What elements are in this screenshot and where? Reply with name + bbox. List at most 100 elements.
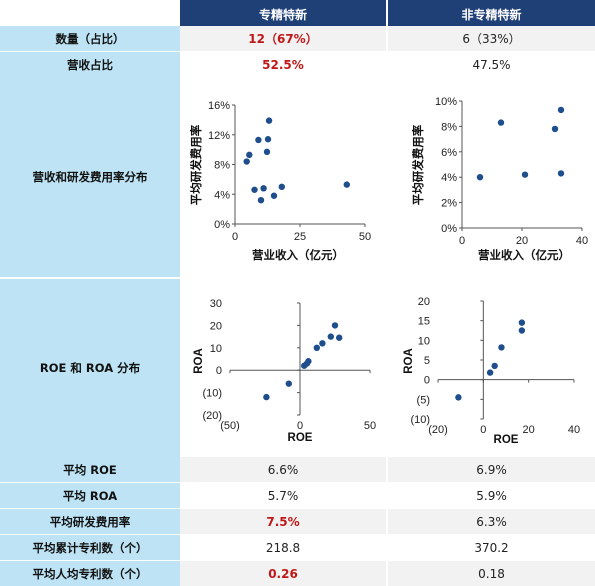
y-tick-label: 30 — [210, 298, 222, 310]
y-tick-label: 10 — [418, 335, 430, 347]
y-tick-label: 4% — [214, 189, 230, 201]
y-tick-label: (20) — [202, 410, 222, 422]
x-axis-title: ROE — [494, 434, 519, 446]
x-tick-label: 25 — [294, 231, 306, 243]
y-tick-label: (10) — [410, 414, 430, 426]
x-tick-label: 20 — [523, 424, 535, 436]
x-tick-label: 40 — [568, 424, 580, 436]
y-tick-label: 20 — [210, 320, 222, 332]
y-tick-label: 8% — [214, 160, 230, 172]
data-point — [260, 185, 267, 192]
chart-cell-rd-spec: 0% 4% 8% 12% 16% 0 25 50 营业收入（亿元） 平均研发费用率 — [180, 77, 386, 277]
data-point — [263, 148, 271, 156]
data-point — [305, 358, 312, 365]
chart-cell-roe-spec: (20) (10) 0 10 20 30 (50) 0 50 ROE ROA — [180, 279, 386, 457]
scatter-chart-rd-nonspec: 0% 2% 4% 6% 8% 10% 0 20 40 营业收入（亿元） 平均研发费用率 — [411, 96, 588, 262]
x-tick-label: (20) — [428, 424, 448, 436]
y-tick-label: 0% — [441, 223, 457, 235]
header-spec: 专精特新 — [180, 0, 386, 28]
y-tick-label: 0% — [214, 219, 230, 231]
avg-patents-per-capita-nonspec: 0.18 — [388, 561, 595, 586]
row-label-avg-patents: 平均累计专利数（个） — [0, 535, 180, 560]
avg-roa-spec: 5.7% — [180, 483, 386, 508]
data-point — [243, 158, 250, 165]
scatter-chart-rd-spec: 0% 4% 8% 12% 16% 0 25 50 营业收入（亿元） 平均研发费用率 — [189, 100, 371, 262]
x-tick-label: 0 — [459, 235, 465, 247]
header-corner — [0, 0, 180, 28]
row-label-avg-roe: 平均 ROE — [0, 457, 180, 482]
avg-rd-spec: 7.5% — [180, 509, 386, 534]
avg-patents-per-capita-spec: 0.26 — [180, 561, 386, 586]
data-point — [265, 117, 273, 124]
data-point — [331, 322, 339, 329]
data-point — [257, 197, 265, 204]
row-label-avg-rd: 平均研发费用率 — [0, 509, 180, 534]
data-point — [486, 369, 494, 376]
y-tick-label: 8% — [441, 121, 457, 133]
y-tick-label: 15 — [418, 316, 430, 328]
y-tick-label: 12% — [208, 130, 230, 142]
data-point — [521, 171, 529, 178]
count-spec: 12（67%） — [180, 26, 386, 51]
x-tick-label: 0 — [480, 424, 486, 436]
row-label-revenue-share: 营收占比 — [0, 52, 180, 77]
y-tick-label: (10) — [202, 388, 222, 400]
row-label-rd-distribution: 营收和研发费用率分布 — [0, 77, 180, 277]
row-label-roe-roa-distribution: ROE 和 ROA 分布 — [0, 279, 180, 457]
data-point — [278, 183, 285, 191]
data-point — [557, 106, 565, 114]
data-point — [551, 125, 559, 133]
y-tick-label: 20 — [418, 296, 430, 308]
revenue-share-spec: 52.5% — [180, 52, 386, 77]
data-point — [327, 333, 334, 340]
y-axis-title: 平均研发费用率 — [411, 124, 425, 205]
data-point — [285, 380, 292, 387]
data-point — [336, 334, 343, 341]
data-point — [343, 181, 350, 188]
data-point — [518, 319, 526, 326]
y-axis-title: ROA — [193, 348, 205, 374]
data-point — [270, 192, 278, 199]
chart-cell-rd-nonspec: 0% 2% 4% 6% 8% 10% 0 20 40 营业收入（亿元） 平均研发费用率 — [388, 77, 595, 277]
avg-roa-nonspec: 5.9% — [388, 483, 595, 508]
row-label-avg-roa: 平均 ROA — [0, 483, 180, 508]
x-tick-label: (50) — [220, 420, 240, 432]
y-tick-label: 6% — [441, 147, 457, 159]
data-point — [476, 174, 484, 181]
data-point — [255, 136, 262, 144]
row-label-avg-patents-per-capita: 平均人均专利数（个） — [0, 561, 180, 586]
data-point — [251, 186, 258, 193]
y-axis-title: ROA — [403, 348, 415, 374]
avg-roe-nonspec: 6.9% — [388, 457, 595, 482]
y-axis-title: 平均研发费用率 — [189, 124, 203, 205]
y-tick-label: 16% — [208, 100, 230, 112]
header-nonspec: 非专精特新 — [388, 0, 595, 28]
data-point — [263, 393, 270, 401]
avg-patents-spec: 218.8 — [180, 535, 386, 560]
scatter-chart-roe-spec: (20) (10) 0 10 20 30 (50) 0 50 ROE ROA — [193, 298, 376, 444]
x-axis-title: 营业收入（亿元） — [252, 248, 344, 262]
x-tick-label: 0 — [232, 231, 238, 243]
x-tick-label: 0 — [297, 420, 303, 432]
y-tick-label: 2% — [441, 198, 457, 210]
x-tick-label: 20 — [516, 235, 528, 247]
count-nonspec: 6（33%） — [388, 26, 595, 51]
chart-cell-roe-nonspec: (10) (5) 0 5 10 15 20 (20) 0 20 40 ROE ROA — [388, 279, 595, 457]
x-axis-title: 营业收入（亿元） — [478, 248, 570, 262]
y-tick-label: 0 — [424, 375, 430, 387]
data-point — [246, 151, 253, 159]
data-point — [455, 394, 462, 401]
data-point — [518, 327, 526, 334]
data-point — [498, 344, 505, 351]
x-axis-title: ROE — [288, 432, 313, 444]
scatter-chart-roe-nonspec: (10) (5) 0 5 10 15 20 (20) 0 20 40 ROE ROA — [403, 296, 580, 446]
y-tick-label: 0 — [216, 365, 222, 377]
y-tick-label: 4% — [441, 172, 457, 184]
avg-patents-nonspec: 370.2 — [388, 535, 595, 560]
x-tick-label: 40 — [576, 235, 588, 247]
data-point — [497, 119, 505, 126]
data-point — [557, 170, 565, 177]
x-tick-label: 50 — [359, 231, 371, 243]
y-tick-label: 10 — [210, 343, 222, 355]
